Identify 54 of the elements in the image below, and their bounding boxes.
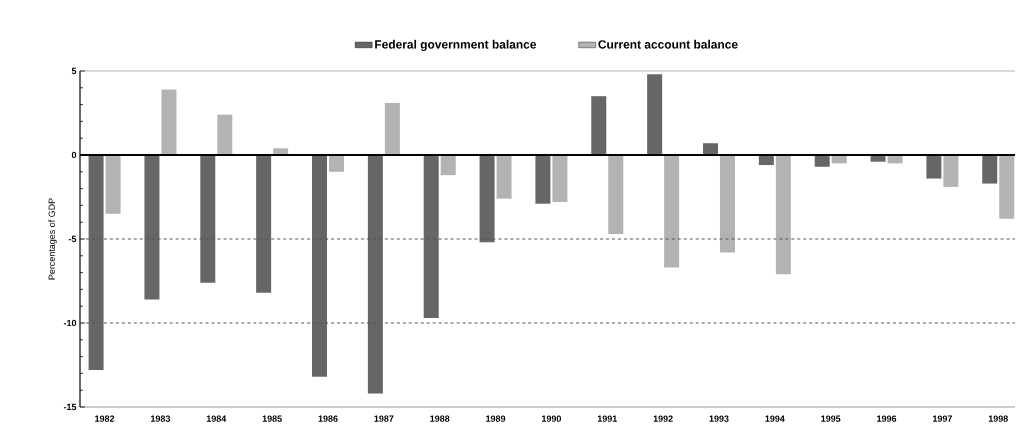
bar (105, 155, 121, 214)
x-tick-label: 1989 (486, 415, 506, 422)
x-tick-label: 1995 (821, 415, 841, 422)
bar (440, 155, 456, 176)
x-tick-label: 1986 (318, 415, 338, 422)
x-tick-label: 1992 (653, 415, 673, 422)
bar (384, 102, 400, 155)
bar (591, 96, 607, 155)
bar (608, 155, 624, 234)
bar (496, 155, 512, 199)
bar (367, 155, 383, 394)
x-tick-label: 1983 (151, 415, 171, 422)
bar (423, 155, 439, 318)
bar (664, 155, 680, 268)
x-tick-label: 1985 (262, 415, 282, 422)
bar (200, 155, 216, 283)
bar (719, 155, 735, 253)
bar (161, 89, 177, 155)
bar (702, 143, 718, 155)
bar (312, 155, 327, 377)
bar (775, 155, 791, 275)
bar (943, 155, 959, 187)
x-tick-label: 1988 (430, 415, 450, 422)
bar (999, 155, 1015, 219)
bar (647, 74, 663, 155)
bar (328, 155, 344, 172)
y-tick-label: -15 (63, 403, 77, 411)
bar (256, 155, 272, 293)
y-tick-label: -5 (68, 235, 77, 243)
bar (144, 155, 160, 300)
bar (552, 155, 568, 203)
x-tick-label: 1998 (988, 415, 1008, 422)
y-tick-label: -10 (63, 319, 77, 327)
y-tick-label: 5 (71, 67, 77, 75)
bar (217, 114, 233, 155)
x-tick-label: 1982 (95, 415, 115, 422)
x-tick-label: 1991 (597, 415, 617, 422)
legend-label: Federal government balance (375, 39, 537, 52)
y-axis-title: Percentages of GDP (48, 198, 57, 280)
x-tick-label: 1990 (542, 415, 562, 422)
x-tick-label: 1996 (877, 415, 897, 422)
y-tick-label: 0 (71, 151, 77, 159)
bar (982, 155, 998, 184)
bar (535, 155, 551, 204)
legend-label: Current account balance (598, 39, 738, 49)
x-tick-label: 1993 (709, 415, 729, 422)
bar (926, 155, 942, 179)
bar (479, 155, 495, 243)
x-tick-label: 1987 (374, 415, 394, 422)
bar (88, 155, 104, 371)
x-tick-label: 1994 (765, 415, 785, 422)
x-tick-label: 1997 (932, 415, 952, 422)
x-tick-label: 1984 (206, 415, 227, 422)
bar (814, 155, 830, 167)
